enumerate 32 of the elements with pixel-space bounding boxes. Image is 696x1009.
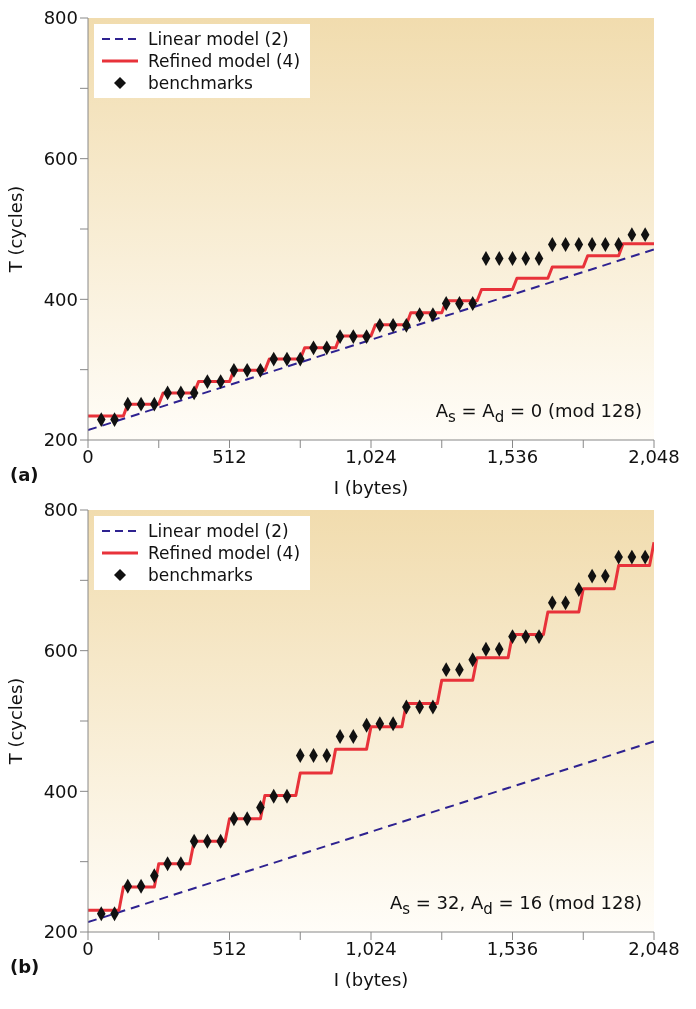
y-axis-title: T (cycles) — [5, 185, 27, 274]
legend-label: Refined model (4) — [148, 50, 301, 72]
y-axis-title: T (cycles) — [5, 677, 27, 766]
x-tick-label: 1,536 — [486, 445, 539, 467]
x-axis-title: I (bytes) — [333, 969, 409, 990]
y-tick-label: 200 — [43, 921, 78, 943]
x-tick-label: 1,024 — [345, 445, 397, 467]
y-tick-label: 800 — [43, 7, 78, 29]
y-tick-label: 400 — [43, 780, 78, 802]
x-tick-label: 0 — [82, 445, 94, 467]
x-tick-label: 0 — [82, 937, 94, 959]
x-tick-label: 1,024 — [345, 937, 397, 959]
x-tick-label: 512 — [212, 445, 247, 467]
legend-label: Linear model (2) — [148, 28, 289, 50]
y-tick-label: 400 — [43, 288, 78, 310]
x-tick-label: 2,048 — [628, 937, 680, 959]
legend-label: Linear model (2) — [148, 520, 289, 542]
x-tick-label: 2,048 — [628, 445, 680, 467]
y-tick-label: 600 — [43, 640, 78, 662]
text: (b) — [10, 956, 40, 977]
legend-label: Refined model (4) — [148, 542, 301, 564]
y-tick-label: 600 — [43, 148, 78, 170]
x-tick-label: 1,536 — [486, 937, 539, 959]
annotation: A$_{s}$ = A$_{d}$ = 0 (mod 128) — [435, 400, 642, 426]
x-tick-label: 512 — [212, 937, 247, 959]
x-axis-title: I (bytes) — [333, 477, 409, 498]
y-tick-label: 800 — [43, 499, 78, 521]
y-tick-label: 200 — [43, 429, 78, 451]
legend-label: benchmarks — [148, 564, 253, 586]
text: (a) — [10, 464, 39, 485]
legend-label: benchmarks — [148, 72, 253, 94]
annotation: A$_{s}$ = 32, A$_{d}$ = 16 (mod 128) — [389, 892, 642, 918]
